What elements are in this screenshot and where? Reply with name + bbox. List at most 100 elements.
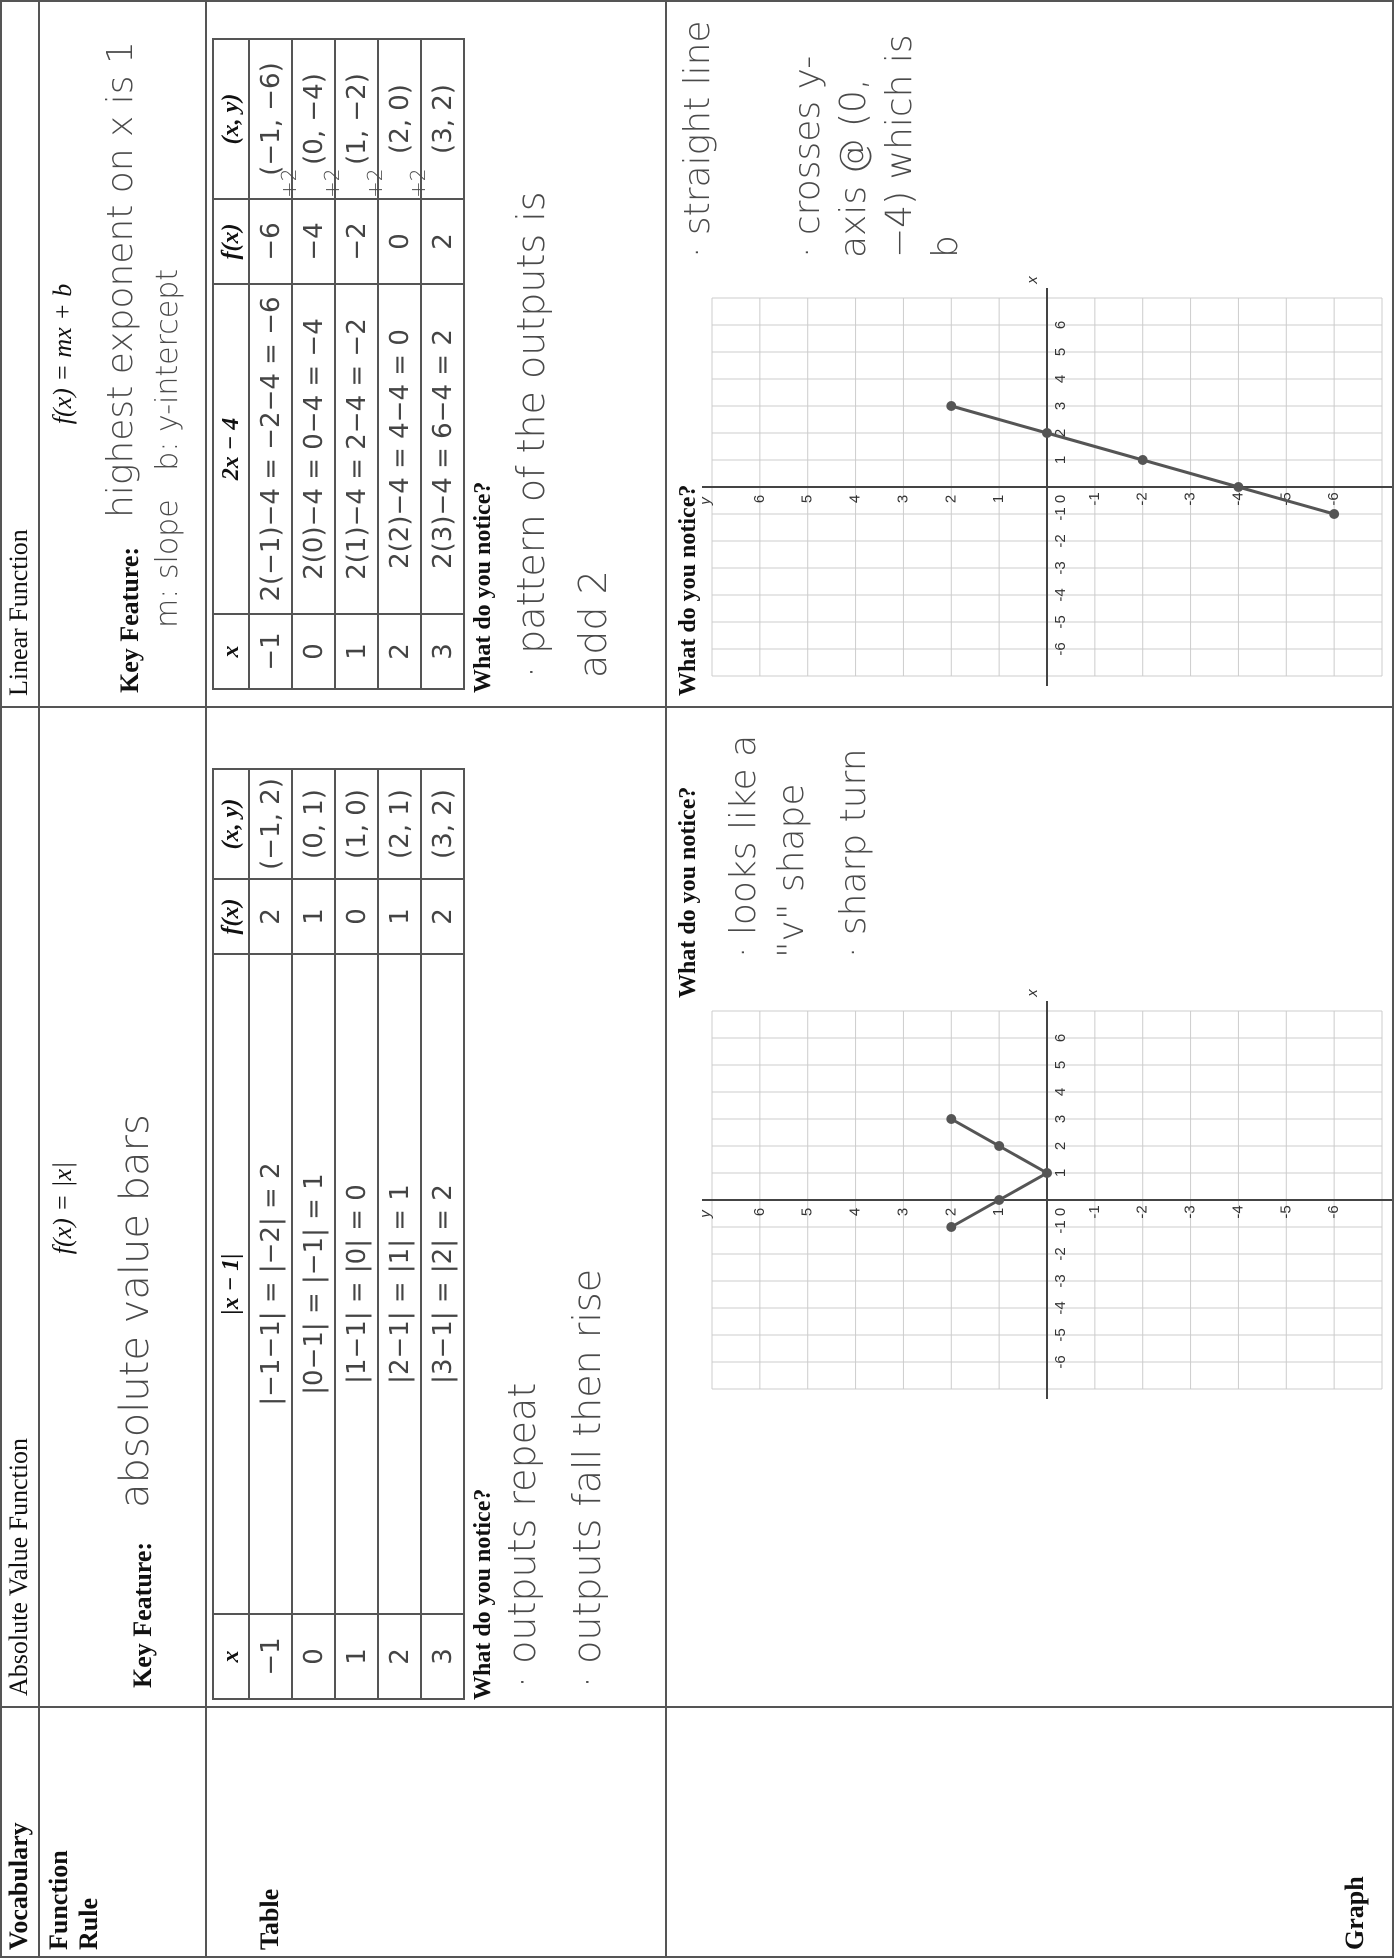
row: 1|1−1| = |0| = 00(1, 0) <box>335 769 378 1699</box>
difference: +2 <box>363 169 387 198</box>
cell: 3 <box>421 614 464 689</box>
cell: (0, 1) <box>292 769 335 879</box>
header-cell: f(x) <box>213 879 249 954</box>
x-axis-label: x <box>1024 989 1041 998</box>
page: Vocabulary Absolute Value Function Linea… <box>0 0 1394 1958</box>
y-tick-label: 6 <box>751 1208 768 1216</box>
header-cell: (x, y) <box>213 39 249 199</box>
cell: (−1, 2) <box>249 769 292 879</box>
y-tick-label: 5 <box>799 1208 816 1216</box>
point <box>1138 455 1148 465</box>
cell: |0−1| = |−1| = 1 <box>292 954 335 1614</box>
x-tick-label: -4 <box>1052 588 1069 601</box>
cell: 1 <box>378 879 421 954</box>
cell: −1 <box>249 1614 292 1699</box>
point <box>946 1114 956 1124</box>
x-tick-label: -3 <box>1052 561 1069 574</box>
x-tick-label: 6 <box>1052 1034 1069 1042</box>
cell: |−1−1| = |−2| = 2 <box>249 954 292 1614</box>
cell: 2(2)−4 = 4−4 = 0 <box>378 284 421 614</box>
point <box>946 401 956 411</box>
y-tick-label: -6 <box>1325 1205 1342 1218</box>
cell: 2(1)−4 = 2−4 = −2 <box>335 284 378 614</box>
point <box>1042 428 1052 438</box>
y-tick-label: 2 <box>942 495 959 503</box>
header-cell: f(x) <box>213 199 249 284</box>
cell: 2(0)−4 = 0−4 = −4 <box>292 284 335 614</box>
row: −12(−1)−4 = −2−4 = −6−6(−1, −6) <box>249 39 292 689</box>
y-tick-label: 2 <box>942 1208 959 1216</box>
x-tick-label: -2 <box>1052 534 1069 547</box>
y-tick-label: -4 <box>1229 492 1246 505</box>
cell: 2 <box>421 879 464 954</box>
cell: 0 <box>378 199 421 284</box>
x-tick-label: 3 <box>1052 402 1069 410</box>
cell: 2 <box>378 1614 421 1699</box>
worksheet: Vocabulary Absolute Value Function Linea… <box>0 0 1394 1958</box>
y-tick-label: -6 <box>1325 492 1342 505</box>
y-tick-label: 6 <box>751 495 768 503</box>
cell: |1−1| = |0| = 0 <box>335 954 378 1614</box>
cell: (2, 1) <box>378 769 421 879</box>
y-tick-label: 0 <box>1052 1208 1069 1216</box>
cell: 2 <box>378 614 421 689</box>
y-tick-label: -2 <box>1134 1205 1151 1218</box>
row: 3|3−1| = |2| = 22(3, 2) <box>421 769 464 1699</box>
y-tick-label: -4 <box>1229 1205 1246 1218</box>
x-tick-label: -5 <box>1052 615 1069 628</box>
x-tick-label: 3 <box>1052 1115 1069 1123</box>
x-tick-label: -3 <box>1052 1274 1069 1287</box>
y-tick-label: 3 <box>894 1208 911 1216</box>
point <box>994 1141 1004 1151</box>
x-tick-label: -1 <box>1052 1220 1069 1233</box>
x-tick-label: 4 <box>1052 1088 1069 1096</box>
difference: +2 <box>320 169 344 198</box>
point <box>1329 509 1339 519</box>
cell: −2 <box>335 199 378 284</box>
x-tick-label: 5 <box>1052 348 1069 356</box>
cell: 2(−1)−4 = −2−4 = −6 <box>249 284 292 614</box>
x-tick-label: 5 <box>1052 1061 1069 1069</box>
x-tick-label: -6 <box>1052 642 1069 655</box>
x-tick-label: 6 <box>1052 321 1069 329</box>
y-tick-label: 4 <box>847 495 864 503</box>
cell: 1 <box>335 1614 378 1699</box>
header-cell: (x, y) <box>213 769 249 879</box>
x-tick-label: -2 <box>1052 1247 1069 1260</box>
cell: −4 <box>292 199 335 284</box>
point <box>1042 1168 1052 1178</box>
y-tick-label: 3 <box>894 495 911 503</box>
x-axis-label: x <box>1024 276 1041 285</box>
cell: (3, 2) <box>421 769 464 879</box>
cell: (1, 0) <box>335 769 378 879</box>
cell: 1 <box>335 614 378 689</box>
cell: 2 <box>421 199 464 284</box>
cell: |2−1| = |1| = 1 <box>378 954 421 1614</box>
y-tick-label: 0 <box>1052 495 1069 503</box>
cell: 0 <box>292 614 335 689</box>
cell: −6 <box>249 199 292 284</box>
cell: 0 <box>292 1614 335 1699</box>
y-tick-label: -1 <box>1086 1205 1103 1218</box>
cell: 2 <box>249 879 292 954</box>
header-cell: 2x − 4 <box>213 284 249 614</box>
header-row: x|x − 1|f(x)(x, y) <box>213 769 249 1699</box>
y-tick-label: 4 <box>847 1208 864 1216</box>
y-axis-label: y <box>697 1209 714 1219</box>
y-tick-label: 5 <box>799 495 816 503</box>
y-tick-label: -3 <box>1182 1205 1199 1218</box>
cell: 1 <box>292 879 335 954</box>
y-axis-label: y <box>697 496 714 506</box>
y-tick-label: -5 <box>1277 1205 1294 1218</box>
header-cell: x <box>213 614 249 689</box>
